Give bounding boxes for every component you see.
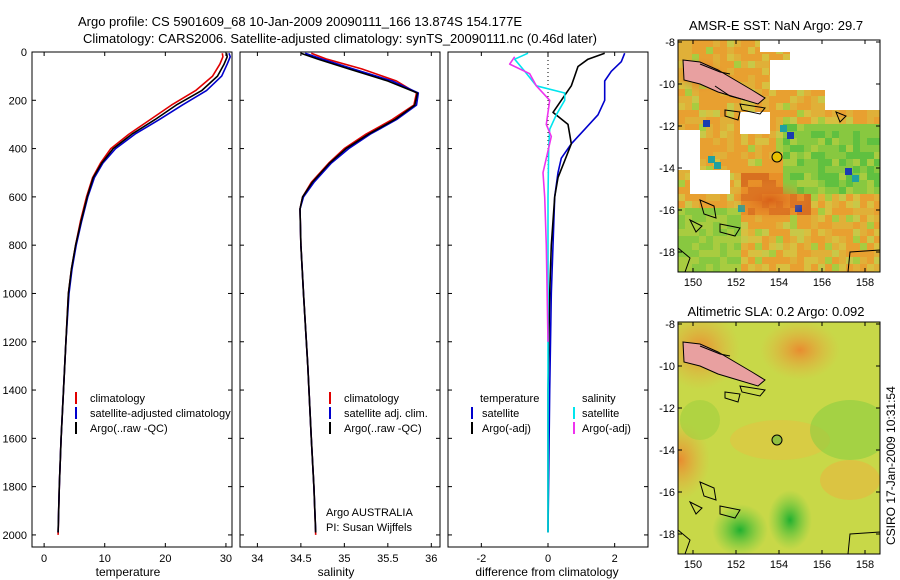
x-tick-label: 0 xyxy=(545,553,551,565)
depth-tick-labels: 0 200 400 600 800 1000 1200 1400 1600 1800 2000 xyxy=(3,47,27,542)
series-line xyxy=(513,52,566,533)
legend-item: satellite adj. clim. xyxy=(344,408,428,420)
x-tick-label: 35.5 xyxy=(377,553,398,565)
lon-tick-label: 152 xyxy=(727,277,745,289)
temperature-panel-frame xyxy=(31,51,233,548)
header-line1: Argo profile: CS 5901609_68 10-Jan-2009 … xyxy=(78,14,522,29)
x-tick-label: 34 xyxy=(251,553,263,565)
legend-item: satellite-adjusted climatology xyxy=(90,408,231,420)
depth-tick-label: 1400 xyxy=(3,385,27,397)
lon-tick-label: 154 xyxy=(770,559,788,571)
temperature-xlabel: temperature xyxy=(96,565,161,579)
series-line xyxy=(57,52,231,533)
difference-legend-salinity: salinity satellite Argo(-adj) xyxy=(573,393,631,435)
lat-tick-label: -10 xyxy=(659,79,675,91)
lat-tick-label: -16 xyxy=(659,487,675,499)
salinity-panel-frame xyxy=(239,51,441,548)
header-line2: Climatology: CARS2006. Satellite-adjuste… xyxy=(83,31,597,46)
legend-item: satellite xyxy=(482,408,519,420)
lon-tick-label: 150 xyxy=(684,559,702,571)
lon-tick-label: 150 xyxy=(684,277,702,289)
sla-map-ticks: 150 152 154 156 158 -8 -10 -12 -14 -16 -18 xyxy=(659,319,880,571)
legend-title: salinity xyxy=(582,393,616,405)
annotation-line1: Argo AUSTRALIA xyxy=(326,507,413,519)
legend-item: satellite xyxy=(582,408,619,420)
annotation-line2: PI: Susan Wijffels xyxy=(326,522,412,534)
x-tick-label: 10 xyxy=(99,553,111,565)
series-line xyxy=(299,52,418,535)
legend-item: climatology xyxy=(344,393,400,405)
x-tick-label: 35 xyxy=(338,553,350,565)
depth-tick-label: 1000 xyxy=(3,288,27,300)
lat-tick-label: -12 xyxy=(659,403,675,415)
x-tick-label: 0 xyxy=(41,553,47,565)
legend-item: Argo(-adj) xyxy=(482,423,531,435)
sla-map xyxy=(678,322,880,554)
series-line xyxy=(299,52,419,533)
sst-map-title: AMSR-E SST: NaN Argo: 29.7 xyxy=(689,18,863,33)
lat-tick-label: -10 xyxy=(659,361,675,373)
salinity-legend: climatology satellite adj. clim. Argo(..… xyxy=(329,392,428,435)
depth-tick-label: 1600 xyxy=(3,433,27,445)
argo-position-marker xyxy=(771,151,783,163)
series-line xyxy=(57,53,224,535)
depth-tick-label: 0 xyxy=(21,47,27,59)
series-line xyxy=(57,53,228,533)
lat-tick-label: -18 xyxy=(659,529,675,541)
series-line xyxy=(508,56,553,342)
lat-tick-label: -12 xyxy=(659,121,675,133)
x-tick-label: 2 xyxy=(612,553,618,565)
sst-map-ticks: 150 152 154 156 158 -8 -10 -12 -14 -16 -18 xyxy=(659,37,880,289)
lat-tick-label: -14 xyxy=(659,445,675,457)
depth-tick-label: 1200 xyxy=(3,337,27,349)
lon-tick-label: 158 xyxy=(856,559,874,571)
legend-item: Argo(..raw -QC) xyxy=(344,423,422,435)
lat-tick-label: -14 xyxy=(659,163,675,175)
depth-tick-label: 800 xyxy=(9,240,27,252)
temperature-legend: climatology satellite-adjusted climatolo… xyxy=(75,392,231,435)
depth-tick-label: 2000 xyxy=(3,530,27,542)
x-tick-label: 34.5 xyxy=(290,553,311,565)
profile-series xyxy=(57,52,626,535)
lon-tick-label: 156 xyxy=(813,559,831,571)
legend-item: Argo(-adj) xyxy=(582,423,631,435)
sla-map-title: Altimetric SLA: 0.2 Argo: 0.092 xyxy=(687,304,864,319)
lat-tick-label: -8 xyxy=(665,319,675,331)
difference-xlabel: difference from climatology xyxy=(475,565,618,579)
legend-title: temperature xyxy=(480,393,539,405)
legend-item: climatology xyxy=(90,393,146,405)
lon-tick-label: 154 xyxy=(770,277,788,289)
salinity-xlabel: salinity xyxy=(318,565,355,579)
lon-tick-label: 158 xyxy=(856,277,874,289)
lat-tick-label: -8 xyxy=(665,37,675,49)
depth-tick-label: 200 xyxy=(9,95,27,107)
lon-tick-label: 152 xyxy=(727,559,745,571)
series-line xyxy=(547,52,605,533)
x-tick-labels: 0 10 20 30 34 34.5 35 35.5 36 -2 0 2 xyxy=(41,553,618,565)
lon-tick-label: 156 xyxy=(813,277,831,289)
lat-tick-label: -18 xyxy=(659,247,675,259)
depth-tick-label: 600 xyxy=(9,192,27,204)
x-tick-label: -2 xyxy=(476,553,486,565)
depth-tick-label: 1800 xyxy=(3,482,27,494)
argo-position-marker xyxy=(771,434,783,446)
series-line xyxy=(299,52,420,533)
legend-item: Argo(..raw -QC) xyxy=(90,423,168,435)
sst-map xyxy=(678,40,880,272)
side-timestamp: CSIRO 17-Jan-2009 10:31:54 xyxy=(884,386,898,545)
x-tick-label: 20 xyxy=(159,553,171,565)
series-line xyxy=(547,52,626,533)
x-tick-label: 36 xyxy=(425,553,437,565)
lat-tick-label: -16 xyxy=(659,205,675,217)
depth-tick-label: 400 xyxy=(9,144,27,156)
x-tick-label: 30 xyxy=(220,553,232,565)
difference-legend-temperature: temperature satellite Argo(-adj) xyxy=(471,393,539,435)
axis-ticks xyxy=(32,51,648,547)
